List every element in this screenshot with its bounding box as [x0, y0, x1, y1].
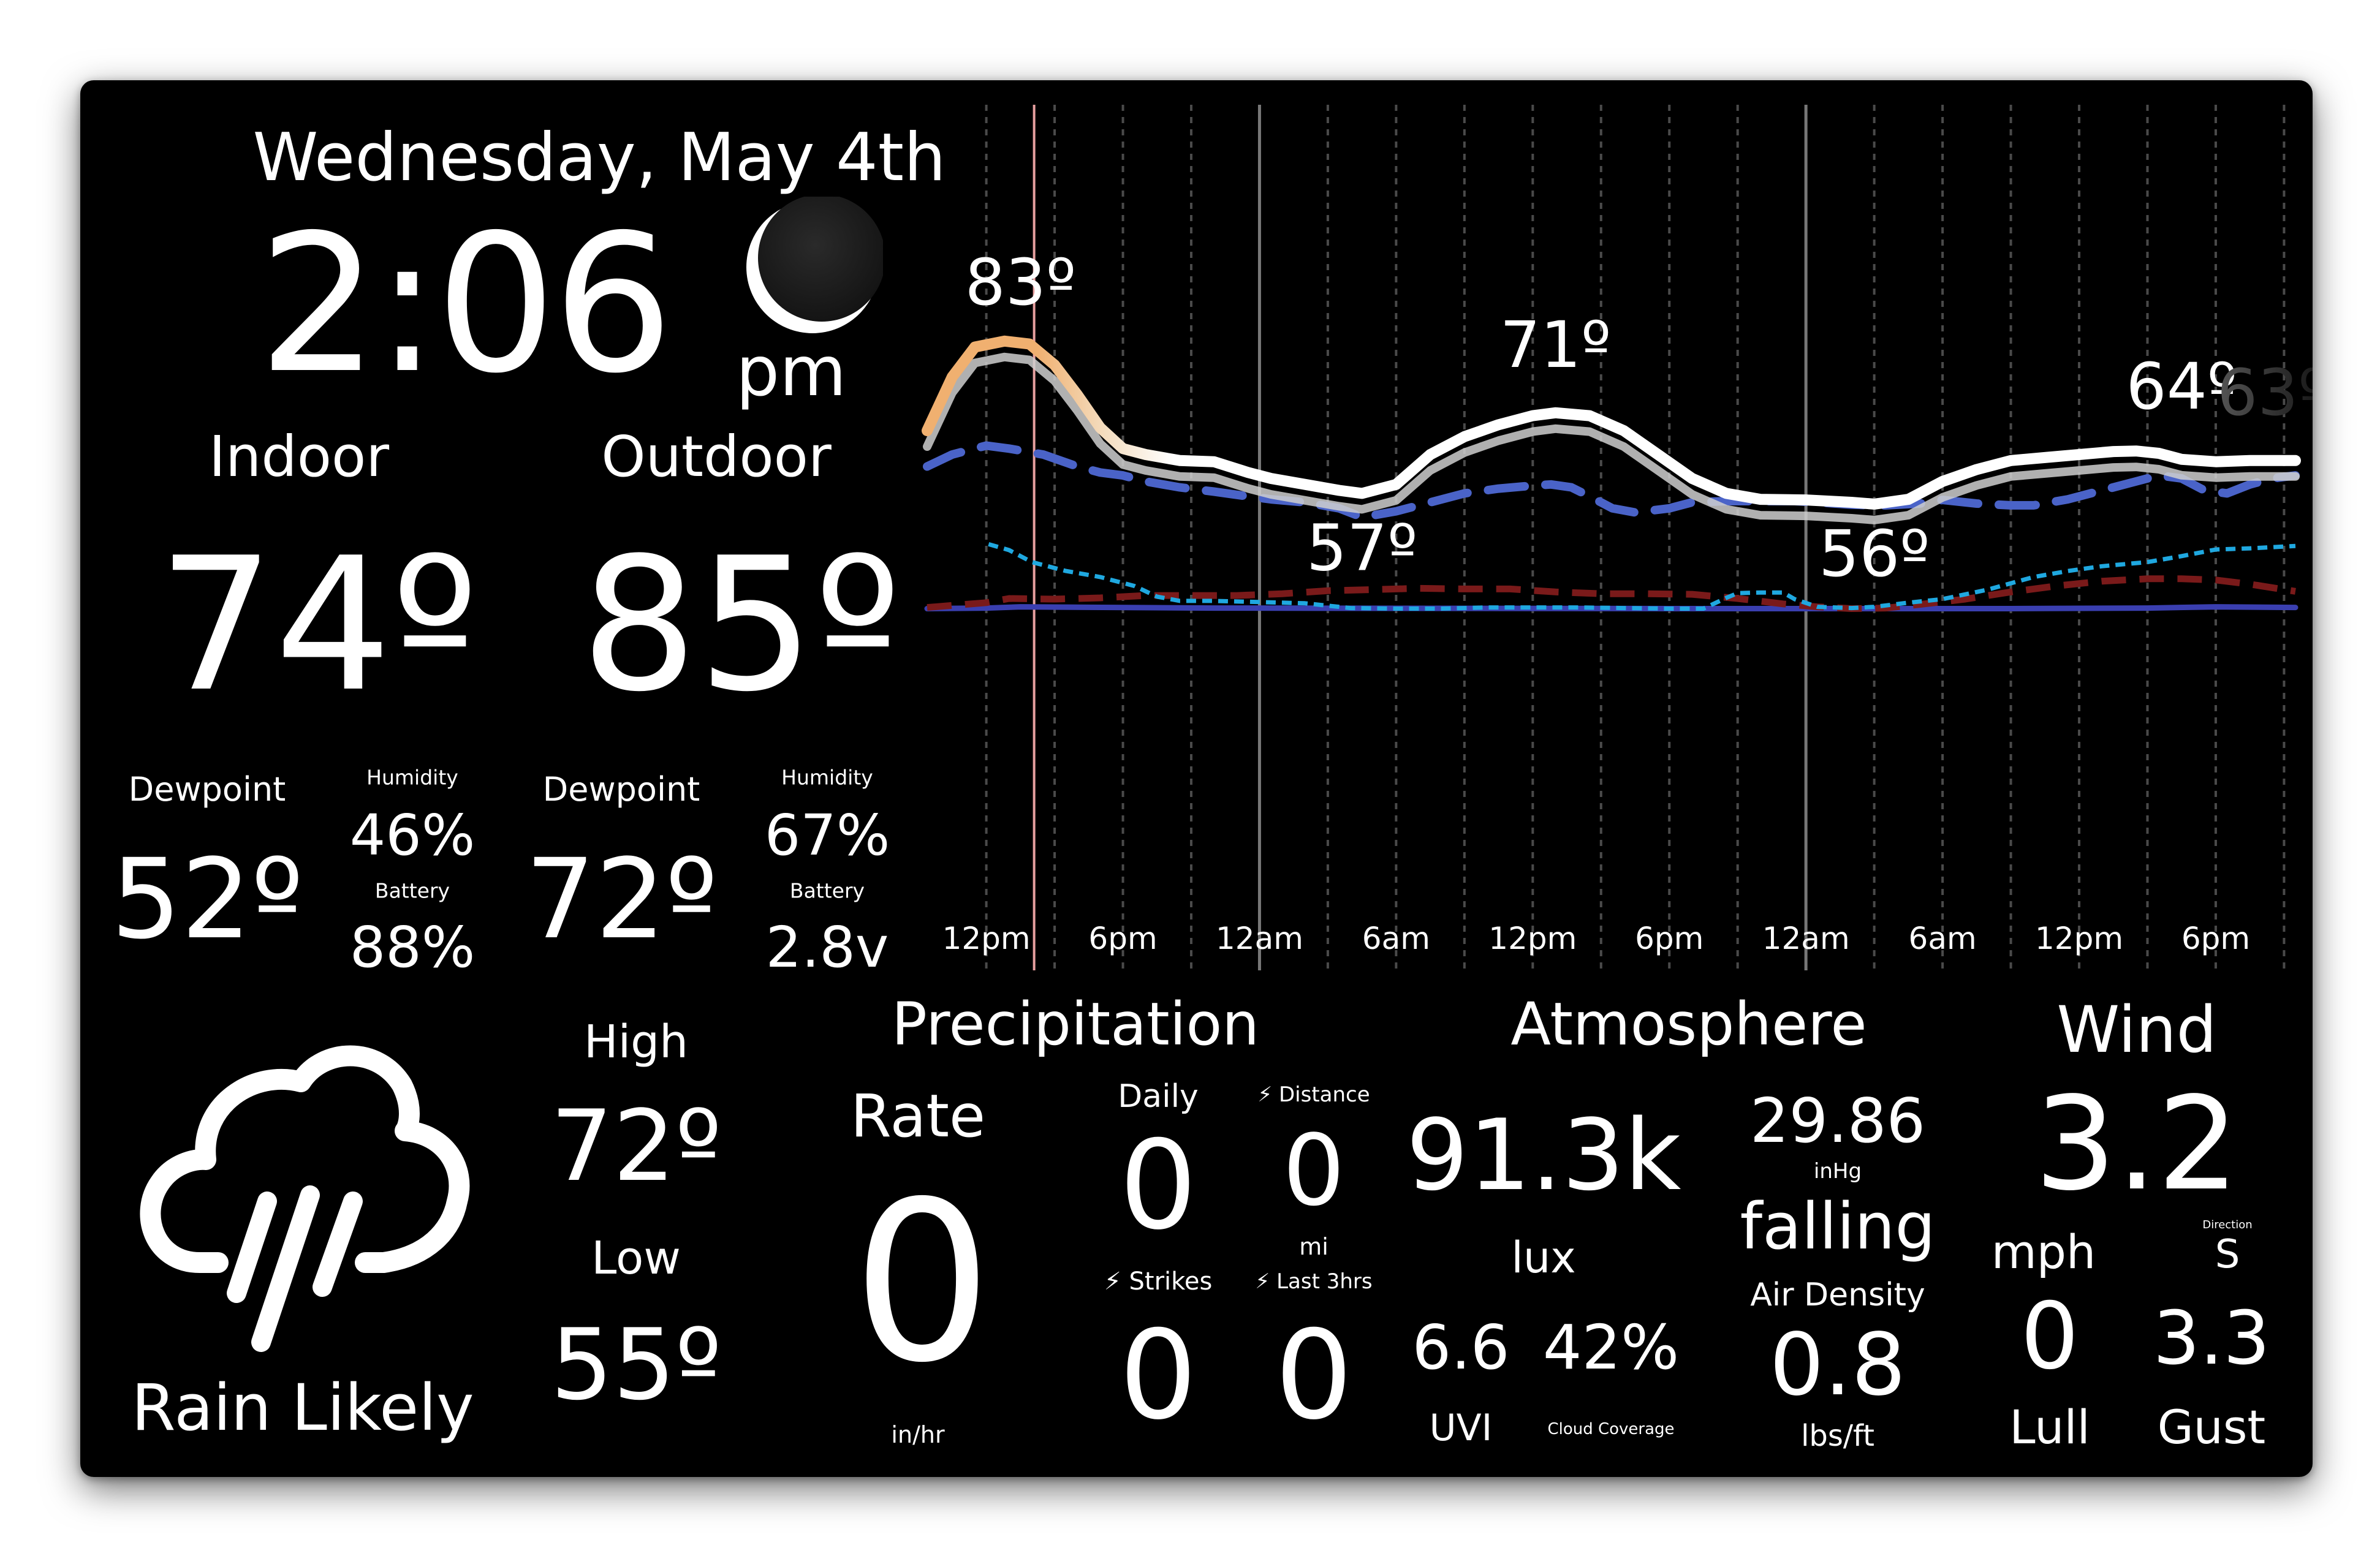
precip-daily-value: 0: [1119, 1114, 1197, 1257]
temperature-forecast-chart: 83º 57º 71º 56º 64º63º 12pm 6pm 12am 6am 12pm 6pm 1…: [922, 105, 2313, 970]
precip-daily-label: Daily: [1118, 1078, 1199, 1115]
temp-annotation: 83º: [965, 245, 1076, 320]
clock-time: 2:06: [258, 194, 673, 415]
cloud-rain-icon: [140, 1045, 470, 1352]
dewpoint-series-line: [923, 441, 2300, 522]
x-axis-tick-label: 12pm: [1488, 921, 1577, 956]
air-density-unit: lbs/ft: [1801, 1419, 1874, 1453]
x-axis-tick-label: 6pm: [1088, 921, 1157, 956]
forecast-low-value: 55º: [550, 1307, 722, 1422]
indoor-battery-label: Battery: [374, 878, 450, 903]
precip-rate-unit: in/hr: [891, 1421, 945, 1448]
indoor-label: Indoor: [208, 424, 390, 489]
wind-direction-label: Direction: [2202, 1218, 2253, 1231]
pressure-trend: falling: [1740, 1189, 1936, 1264]
outdoor-label: Outdoor: [601, 424, 832, 489]
x-axis-tick-label: 12pm: [2035, 921, 2123, 956]
forecast-condition: Rain Likely: [131, 1370, 474, 1445]
x-axis-tick-label: 6am: [1909, 921, 1977, 956]
lightning-last3hrs-value: 0: [1275, 1304, 1353, 1447]
date-label: Wednesday, May 4th: [252, 119, 946, 196]
x-axis-tick-label: 12pm: [942, 921, 1031, 956]
indoor-humidity-value: 46%: [349, 803, 476, 868]
pressure-value: 29.86: [1749, 1085, 1926, 1157]
temp-annotation: 56º: [1819, 516, 1930, 591]
wind-speed-value: 3.2: [2034, 1069, 2239, 1219]
wind-lull-label: Lull: [2009, 1400, 2090, 1454]
weather-dashboard: Wednesday, May 4th 2:06 pm Indoor Outdoo…: [80, 80, 2313, 1477]
wind-gust-value: 3.3: [2153, 1296, 2270, 1381]
x-axis-tick-label: 12am: [1762, 921, 1850, 956]
wind-direction-value: S: [2215, 1232, 2240, 1277]
moon-phase-icon: [746, 197, 883, 333]
indoor-dewpoint-label: Dewpoint: [128, 770, 286, 809]
air-density-label: Air Density: [1750, 1277, 1925, 1313]
outdoor-temperature: 85º: [580, 518, 901, 732]
temp-annotation: 64º: [2126, 349, 2237, 424]
temperature-series-line: [922, 335, 2301, 510]
outdoor-battery-value: 2.8v: [765, 915, 889, 980]
lightning-distance-unit: mi: [1299, 1233, 1328, 1260]
precipitation-title: Precipitation: [891, 990, 1260, 1059]
precip-chance-series-line: [988, 542, 2296, 611]
cloud-coverage-label: Cloud Coverage: [1547, 1420, 1675, 1438]
forecast-low-label: Low: [591, 1232, 681, 1285]
temp-annotation: 63º: [2217, 355, 2313, 430]
x-axis-tick-label: 6pm: [1635, 921, 1704, 956]
outdoor-humidity-label: Humidity: [781, 765, 873, 790]
clock-ampm: pm: [736, 332, 847, 412]
wind-title: Wind: [2056, 992, 2217, 1067]
precip-rate-value: 0: [852, 1154, 993, 1411]
atmosphere-title: Atmosphere: [1510, 990, 1867, 1059]
x-axis-tick-label: 6pm: [2181, 921, 2250, 956]
forecast-high-label: High: [583, 1016, 689, 1068]
cloud-coverage-value: 42%: [1542, 1312, 1680, 1383]
outdoor-dewpoint-label: Dewpoint: [542, 770, 700, 809]
illuminance-value: 91.3k: [1406, 1098, 1681, 1212]
lightning-strikes-label: ⚡ Strikes: [1104, 1267, 1213, 1296]
wind-speed-unit: mph: [1991, 1225, 2096, 1279]
wind-lull-value: 0: [2020, 1283, 2079, 1390]
indoor-temperature: 74º: [157, 518, 479, 732]
x-axis-tick-label: 12am: [1216, 921, 1303, 956]
lightning-last3hrs-label: ⚡ Last 3hrs: [1255, 1269, 1373, 1294]
baseline-series-line: [924, 604, 2299, 611]
lightning-strikes-value: 0: [1119, 1304, 1197, 1447]
x-axis-tick-label: 6am: [1362, 921, 1430, 956]
precip-rate-label: Rate: [850, 1082, 986, 1150]
indoor-humidity-label: Humidity: [366, 765, 458, 790]
uv-index-value: 6.6: [1412, 1312, 1510, 1383]
outdoor-dewpoint-value: 72º: [525, 836, 718, 964]
outdoor-humidity-value: 67%: [764, 803, 890, 868]
temp-annotation: 57º: [1306, 510, 1417, 585]
indoor-dewpoint-value: 52º: [111, 836, 303, 964]
lightning-distance-label: ⚡ Distance: [1257, 1082, 1370, 1107]
indoor-battery-value: 88%: [349, 915, 476, 980]
uv-index-label: UVI: [1429, 1407, 1493, 1449]
illuminance-unit: lux: [1511, 1233, 1576, 1283]
feels-like-series-line: [923, 352, 2300, 524]
air-density-value: 0.8: [1769, 1315, 1906, 1415]
wind-gust-label: Gust: [2157, 1400, 2266, 1454]
forecast-high-value: 72º: [550, 1089, 722, 1203]
pressure-unit: inHg: [1813, 1159, 1862, 1184]
outdoor-battery-label: Battery: [789, 878, 865, 903]
lightning-distance-value: 0: [1283, 1113, 1345, 1228]
temp-annotation: 71º: [1500, 308, 1611, 382]
